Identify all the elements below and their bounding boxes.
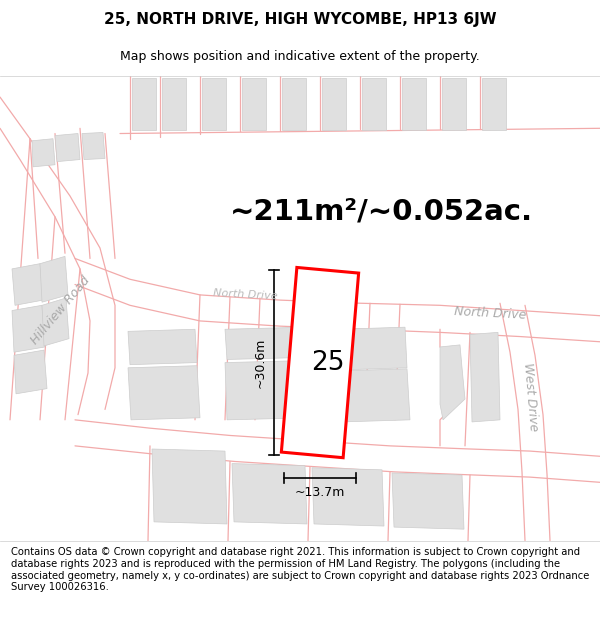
Polygon shape (340, 327, 407, 370)
Polygon shape (132, 78, 156, 131)
Polygon shape (470, 332, 500, 422)
Polygon shape (40, 256, 68, 302)
Polygon shape (12, 306, 45, 352)
Polygon shape (202, 78, 226, 131)
Text: Hillview Road: Hillview Road (28, 274, 92, 347)
Polygon shape (312, 468, 384, 526)
Polygon shape (322, 78, 346, 131)
Text: ~211m²/~0.052ac.: ~211m²/~0.052ac. (230, 198, 533, 226)
Text: ~13.7m: ~13.7m (295, 486, 345, 499)
Polygon shape (42, 298, 69, 346)
Polygon shape (162, 78, 186, 131)
Text: North Drive: North Drive (454, 305, 526, 322)
Polygon shape (482, 78, 506, 131)
Polygon shape (225, 361, 310, 420)
Polygon shape (232, 464, 307, 524)
Polygon shape (392, 473, 464, 529)
Text: 25: 25 (311, 349, 345, 376)
Polygon shape (440, 345, 465, 420)
Polygon shape (402, 78, 426, 131)
Polygon shape (152, 449, 227, 524)
Polygon shape (82, 132, 105, 159)
Polygon shape (12, 264, 43, 306)
Polygon shape (340, 369, 410, 422)
Polygon shape (55, 134, 80, 162)
Polygon shape (242, 78, 266, 131)
Text: North Drive: North Drive (212, 288, 277, 302)
Polygon shape (442, 78, 466, 131)
Text: West Drive: West Drive (521, 362, 539, 432)
Polygon shape (282, 78, 306, 131)
Text: 25, NORTH DRIVE, HIGH WYCOMBE, HP13 6JW: 25, NORTH DRIVE, HIGH WYCOMBE, HP13 6JW (104, 12, 496, 28)
Polygon shape (14, 350, 47, 394)
Text: Map shows position and indicative extent of the property.: Map shows position and indicative extent… (120, 50, 480, 63)
Polygon shape (281, 268, 359, 458)
Polygon shape (128, 366, 200, 420)
Polygon shape (32, 139, 55, 167)
Polygon shape (225, 327, 307, 359)
Polygon shape (362, 78, 386, 131)
Polygon shape (128, 329, 197, 364)
Text: Contains OS data © Crown copyright and database right 2021. This information is : Contains OS data © Crown copyright and d… (11, 548, 589, 592)
Text: ~30.6m: ~30.6m (254, 338, 266, 388)
